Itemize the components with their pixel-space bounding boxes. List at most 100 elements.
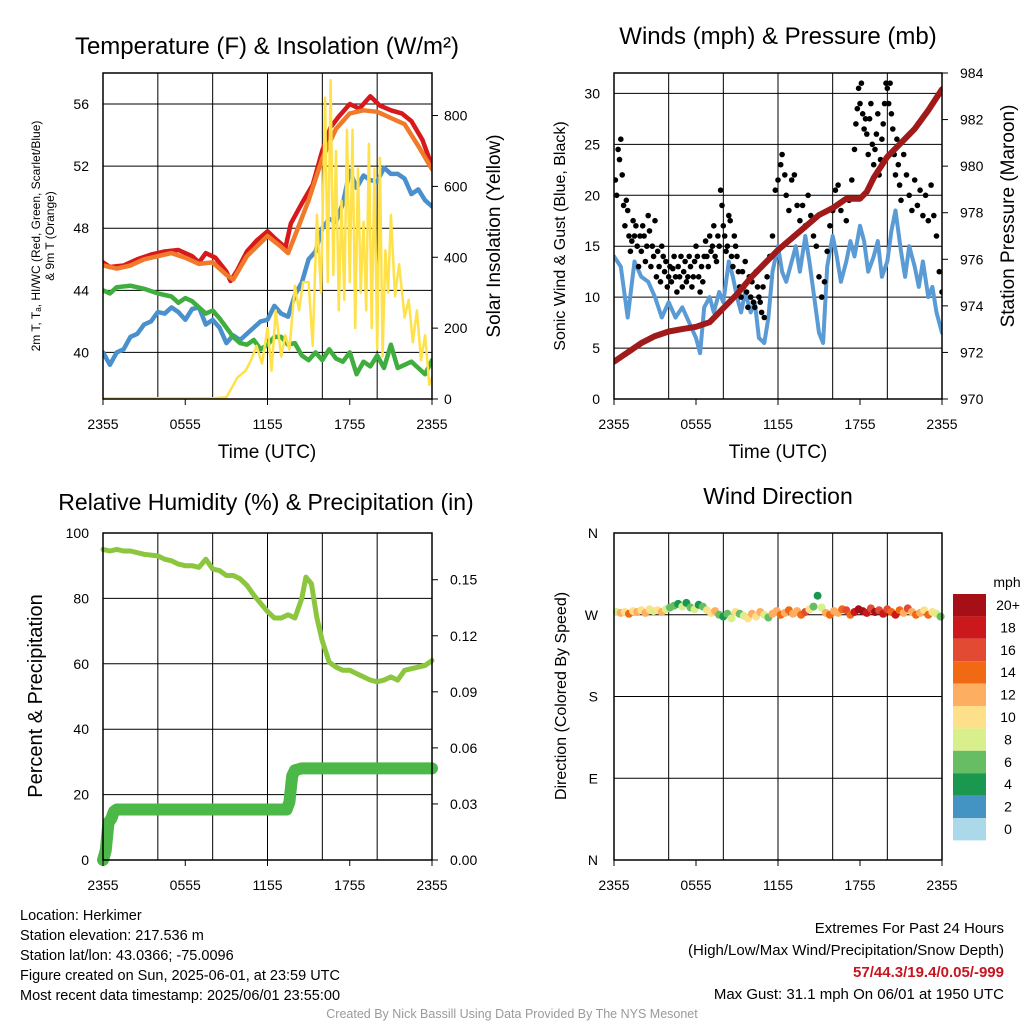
gust-point xyxy=(708,248,714,255)
wind-x-tick-label: 1155 xyxy=(763,416,793,432)
gust-point xyxy=(911,177,918,183)
pressure-y-tick-label: 980 xyxy=(960,158,984,174)
wind-x-tick-label: 2355 xyxy=(926,416,957,432)
gust-point xyxy=(777,161,784,168)
station-elevation: Station elevation: 217.536 m xyxy=(20,928,204,944)
gust-point xyxy=(691,258,698,265)
gust-point xyxy=(788,177,795,183)
gust-point xyxy=(734,253,740,260)
wind-x-tick-label: 0555 xyxy=(680,416,711,432)
gust-point xyxy=(873,131,880,137)
gust-point xyxy=(854,105,861,112)
temp-y-tick-label: 40 xyxy=(73,344,89,360)
rh-y-tick-label: 100 xyxy=(66,525,90,541)
gust-point xyxy=(756,294,762,300)
gust-point xyxy=(883,80,889,86)
gust-point xyxy=(859,111,866,117)
precipitation-line xyxy=(97,762,438,866)
gust-point xyxy=(715,233,721,239)
insolation-y-tick-label: 0 xyxy=(444,391,452,407)
gust-point xyxy=(615,146,621,153)
gust-point xyxy=(858,80,865,86)
precip-y-tick-label: 0.03 xyxy=(450,796,477,812)
precip-y-tick-label: 0.15 xyxy=(450,572,477,588)
temp-x-tick-label: 1155 xyxy=(252,416,282,432)
rh-x-tick-label: 1755 xyxy=(334,877,365,893)
gust-point xyxy=(646,228,653,234)
legend-swatch xyxy=(953,818,986,841)
gust-point xyxy=(730,263,736,270)
gust-point xyxy=(614,192,620,199)
gust-point xyxy=(872,146,878,153)
gust-point xyxy=(705,263,712,270)
gust-point xyxy=(654,248,661,255)
wind-y-tick-label: 25 xyxy=(584,136,600,152)
gust-point xyxy=(665,274,672,280)
wind-y-tick-label: 30 xyxy=(584,85,600,101)
temp-y-tick-label: 52 xyxy=(73,158,89,174)
gust-point xyxy=(639,223,646,229)
figure-created: Figure created on Sun, 2025-06-01, at 23… xyxy=(20,968,340,984)
pressure-y-tick-label: 976 xyxy=(960,251,984,267)
gust-point xyxy=(663,258,669,265)
winds-panel: Winds (mph) & Pressure (mb) Time (UTC) S… xyxy=(552,23,1019,463)
gust-point xyxy=(885,100,892,107)
gust-point xyxy=(642,258,649,265)
gust-point xyxy=(925,217,932,224)
gust-point xyxy=(752,304,758,311)
gust-point xyxy=(717,187,724,193)
gust-point xyxy=(931,212,937,219)
gust-point xyxy=(711,223,717,229)
gust-point xyxy=(862,116,869,122)
pressure-y-axis-label: Station Pressure (Maroon) xyxy=(998,105,1019,328)
gust-point xyxy=(713,258,720,265)
gust-point xyxy=(906,192,912,199)
gust-point xyxy=(672,274,679,280)
gust-point xyxy=(743,289,750,295)
gust-point xyxy=(624,207,631,214)
direction-panel-title: Wind Direction xyxy=(703,483,853,509)
gust-point xyxy=(674,289,680,295)
temp-x-tick-label: 0555 xyxy=(170,416,201,432)
gust-point xyxy=(670,265,676,272)
station-info: Location: Herkimer Station elevation: 21… xyxy=(20,906,340,1006)
gust-point xyxy=(805,192,811,199)
plot-area xyxy=(103,78,432,399)
gust-point xyxy=(732,243,739,249)
gust-point xyxy=(622,223,628,229)
direction-panel: Wind Direction Direction (Colored By Spe… xyxy=(553,483,1021,893)
gust-point xyxy=(630,217,636,224)
wind-y-tick-label: 10 xyxy=(584,289,600,305)
gust-point xyxy=(653,274,660,280)
gust-point xyxy=(634,243,640,249)
speed-color-legend: 20+ 18 16 14 12 10 8 6 4 2 0 xyxy=(953,594,1020,841)
rh-x-tick-label: 2355 xyxy=(416,877,447,893)
dir-y-tick-label: S xyxy=(589,689,598,705)
gust-point xyxy=(709,243,716,249)
gust-point xyxy=(745,304,751,311)
precip-y-tick-label: 0.06 xyxy=(450,740,477,756)
temp-x-tick-label: 1755 xyxy=(334,416,365,432)
gust-point xyxy=(892,172,899,178)
gust-point xyxy=(686,253,692,260)
gust-point xyxy=(682,258,688,265)
legend-label: 0 xyxy=(1004,821,1012,837)
series-td-line xyxy=(103,165,432,368)
gust-point xyxy=(731,233,738,239)
gust-point xyxy=(810,233,817,239)
gust-point xyxy=(900,151,907,158)
legend-label: 10 xyxy=(1000,709,1016,725)
gust-point xyxy=(890,126,896,132)
gust-point xyxy=(650,253,657,260)
wind-y-tick-label: 15 xyxy=(584,238,600,254)
gust-point xyxy=(772,187,779,193)
wind-y-tick-label: 20 xyxy=(584,187,600,203)
gust-point xyxy=(644,243,650,249)
gust-point xyxy=(865,151,871,158)
legend-swatch xyxy=(953,683,986,706)
pressure-y-tick-label: 982 xyxy=(960,112,984,128)
humidity-panel: Relative Humidity (%) & Precipitation (i… xyxy=(25,489,477,893)
gust-point xyxy=(758,309,765,316)
gust-point xyxy=(786,207,792,214)
gust-point xyxy=(635,263,642,270)
